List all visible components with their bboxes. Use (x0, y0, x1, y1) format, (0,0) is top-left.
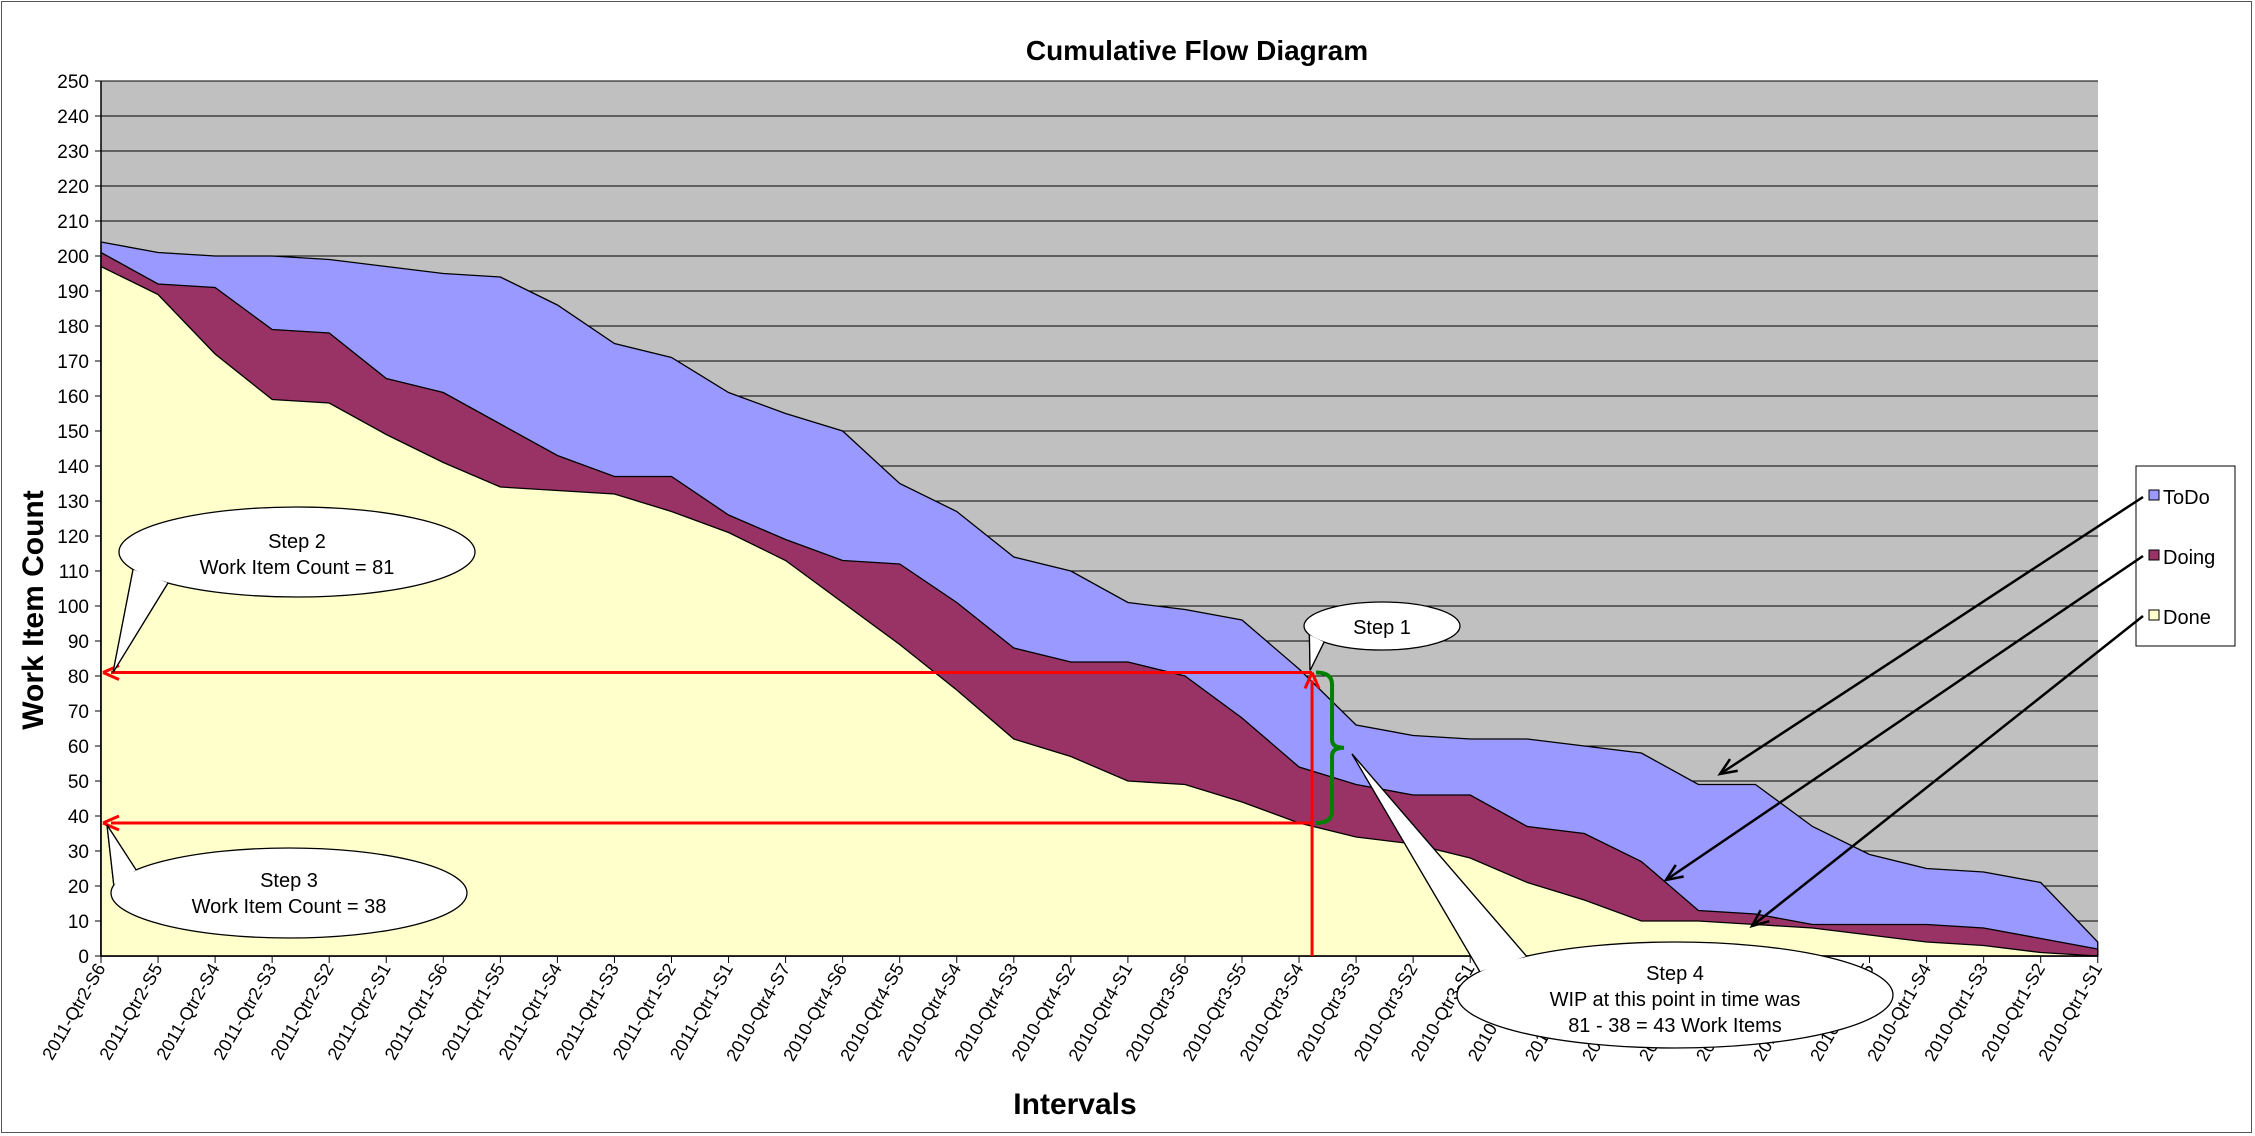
y-tick-label: 90 (68, 632, 89, 653)
y-tick-label: 140 (57, 457, 89, 478)
legend-arrow-done (1751, 615, 2144, 927)
y-tick-label: 50 (68, 772, 89, 793)
legend-swatch-done (2148, 609, 2160, 621)
y-tick-label: 30 (68, 842, 89, 863)
step3-callout-pointer-edge (106, 824, 115, 886)
legend-label-done: Done (2163, 607, 2211, 629)
annotations: Step 1 Step 2 Work Item Count = 81 Step 3 Wo… (102, 495, 2144, 1049)
stacked-areas (100, 241, 2099, 957)
step2-callout-text: Work Item Count = 81 (200, 557, 395, 579)
y-tick-label: 20 (68, 877, 89, 898)
y-tick-label: 250 (57, 72, 89, 93)
y-tick-label: 120 (57, 527, 89, 548)
chart-title: Cumulative Flow Diagram (1026, 35, 1368, 66)
y-tick-label: 230 (57, 142, 89, 163)
y-tick-label: 60 (68, 737, 89, 758)
y-tick-label: 80 (68, 667, 89, 688)
step4-callout-text: Step 4 (1646, 963, 1704, 985)
y-tick-label: 40 (68, 807, 89, 828)
legend-arrow-doing (1665, 554, 2144, 882)
legend-label-doing: Doing (2163, 547, 2215, 569)
step2-callout-text: Step 2 (268, 531, 326, 553)
legend-arrow-todo-head (1717, 758, 1738, 776)
step3-callout-bubble (110, 847, 468, 939)
wip-brace (1315, 670, 1345, 825)
step3-callout-text: Step 3 (260, 870, 318, 892)
step3-callout-pointer-edge (106, 824, 137, 871)
step4-callout-pointer-edge (1351, 753, 1527, 957)
step1-callout-bubble (1303, 601, 1461, 651)
step4-callout-bubble (1456, 941, 1894, 1049)
legend-label-todo: ToDo (2163, 487, 2210, 509)
legend: ToDo Doing Done (2135, 465, 2236, 647)
step2-callout-pointer-edge (112, 582, 169, 673)
x-axis-title: Intervals (1013, 1088, 1136, 1121)
y-tick-label: 220 (57, 177, 89, 198)
arrowhead (102, 814, 120, 832)
step4-callout-text: 81 - 38 = 43 Work Items (1568, 1015, 1782, 1037)
y-tick-label: 200 (57, 247, 89, 268)
y-tick-label: 240 (57, 107, 89, 128)
y-tick-label: 100 (57, 597, 89, 618)
y-tick-label: 0 (78, 947, 89, 968)
step4-callout-pointer-fill (1352, 754, 1527, 972)
y-tick-label: 130 (57, 492, 89, 513)
y-tick-label: 10 (68, 912, 89, 933)
y-tick-label: 110 (59, 562, 89, 583)
step1-callout-pointer-edge (1309, 641, 1325, 671)
step3-callout-pointer-fill (107, 825, 137, 886)
step3-callout-text: Work Item Count = 38 (192, 896, 387, 918)
y-axis-title: Work Item Count (17, 490, 50, 729)
y-tick-labels: 0 10 20 30 40 50 60 70 80 90 100 110 120 130 140 150 160… (57, 72, 89, 968)
y-tick-label: 160 (57, 387, 89, 408)
legend-swatch-todo (2148, 489, 2160, 501)
y-tick-label: 210 (57, 212, 89, 233)
legend-arrow-doing-head (1663, 864, 1684, 882)
area-done (100, 265, 2098, 957)
arrowhead (1303, 671, 1321, 690)
step1-callout-pointer-edge (1308, 634, 1311, 671)
step4-callout-text: WIP at this point in time was (1550, 989, 1801, 1011)
y-tick-label: 150 (57, 422, 89, 443)
step2-callout-bubble (118, 506, 476, 598)
step1-callout-text: Step 1 (1353, 617, 1411, 639)
y-tick-label: 180 (57, 317, 89, 338)
legend-arrow-done-head (1749, 909, 1770, 928)
y-tick-label: 170 (57, 352, 89, 373)
step2-callout-pointer-edge (112, 569, 134, 673)
legend-arrow-todo (1719, 495, 2144, 776)
y-tick-label: 70 (68, 702, 89, 723)
step2-callout-pointer-fill (113, 569, 168, 673)
legend-swatch-doing (2148, 549, 2160, 561)
y-tick-label: 190 (57, 282, 89, 303)
step4-callout-pointer-edge (1351, 753, 1481, 972)
step1-callout-pointer-fill (1309, 634, 1325, 671)
